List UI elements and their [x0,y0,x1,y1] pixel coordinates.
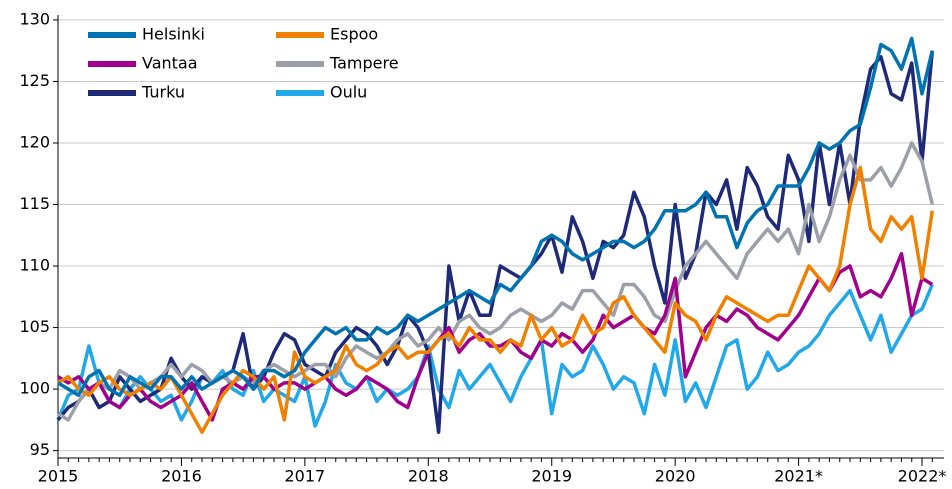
legend-label: Espoo [330,25,378,44]
y-tick-label: 120 [19,132,50,151]
legend-label: Helsinki [142,25,205,44]
x-tick-label: 2019 [531,467,572,486]
x-tick-label: 2021* [774,467,823,486]
x-tick-label: 2020 [655,467,696,486]
y-tick-label: 105 [19,317,50,336]
x-tick-label: 2015 [38,467,79,486]
legend-label: Turku [141,83,185,102]
x-tick-label: 2017 [285,467,326,486]
series-line [57,141,935,422]
series-line [57,251,934,422]
legend-label: Vantaa [142,54,198,73]
legend-label: Oulu [330,83,367,102]
x-tick-label: 2016 [161,467,202,486]
x-tick-label: 2022* [898,467,947,486]
series-line [56,283,934,428]
series-line [57,36,935,397]
y-tick-label: 110 [19,256,50,275]
legend-label: Tampere [329,54,399,73]
y-tick-label: 115 [19,194,50,213]
y-tick-label: 100 [19,379,50,398]
y-tick-label: 125 [19,71,50,90]
y-tick-label: 130 [19,9,50,28]
y-tick-label: 95 [30,440,50,459]
x-tick-label: 2018 [408,467,449,486]
series-line [57,165,935,434]
